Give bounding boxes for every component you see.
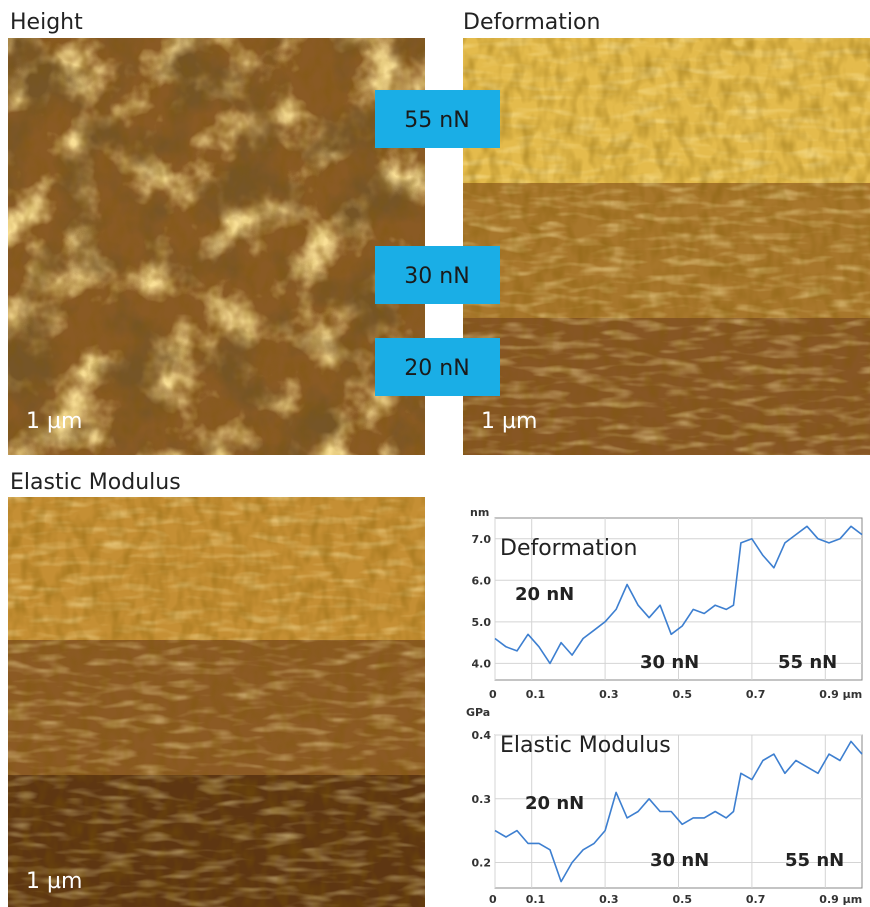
- x-tick-label: 0: [489, 893, 497, 906]
- panel-title: Elastic Modulus: [10, 470, 181, 495]
- annotation: 20 nN: [515, 584, 574, 605]
- panel-title: Deformation: [463, 10, 600, 35]
- x-tick-label: 0.7: [746, 893, 766, 906]
- y-tick-label: 4.0: [472, 657, 492, 670]
- y-axis-label: nm: [470, 506, 489, 519]
- force-label-box: 55 nN: [375, 90, 500, 148]
- x-tick-label: 0.5: [673, 893, 693, 906]
- elastic-modulus-image: [8, 497, 425, 907]
- x-tick-label: 0.9 µm: [819, 688, 862, 701]
- force-label-box: 20 nN: [375, 338, 500, 396]
- x-tick-label: 0.3: [599, 893, 619, 906]
- force-label: 55 nN: [404, 108, 469, 133]
- x-tick-label: 0.1: [526, 688, 546, 701]
- scale-bar-label: 1 µm: [481, 409, 537, 434]
- x-tick-label: 0.3: [599, 688, 619, 701]
- annotation: 30 nN: [650, 850, 709, 871]
- force-label: 20 nN: [404, 356, 469, 381]
- annotation: 30 nN: [640, 652, 699, 673]
- chart-title: Elastic Modulus: [500, 733, 671, 758]
- x-tick-label: 0.9 µm: [819, 893, 862, 906]
- y-tick-label: 6.0: [472, 574, 492, 587]
- y-tick-label: 0.3: [472, 793, 492, 806]
- figure: Height 1 µm Deformation 1 µm 55 nN 30 nN…: [0, 0, 870, 907]
- annotation: 55 nN: [785, 850, 844, 871]
- x-tick-label: 0: [489, 688, 497, 701]
- scale-bar-label: 1 µm: [26, 869, 82, 894]
- height-image: [8, 38, 425, 455]
- x-tick-label: 0.7: [746, 688, 766, 701]
- chart-title: Deformation: [500, 536, 637, 561]
- y-tick-label: 0.4: [472, 729, 492, 742]
- annotation: 20 nN: [525, 793, 584, 814]
- y-tick-label: 5.0: [472, 616, 492, 629]
- y-axis-label: GPa: [466, 706, 490, 719]
- deformation-image: [463, 38, 870, 455]
- x-tick-label: 0.1: [526, 893, 546, 906]
- y-tick-label: 0.2: [472, 857, 492, 870]
- force-label-box: 30 nN: [375, 246, 500, 304]
- scale-bar-label: 1 µm: [26, 409, 82, 434]
- annotation: 55 nN: [778, 652, 837, 673]
- y-tick-label: 7.0: [472, 533, 492, 546]
- x-tick-label: 0.5: [673, 688, 693, 701]
- panel-title: Height: [10, 10, 83, 35]
- force-label: 30 nN: [404, 264, 469, 289]
